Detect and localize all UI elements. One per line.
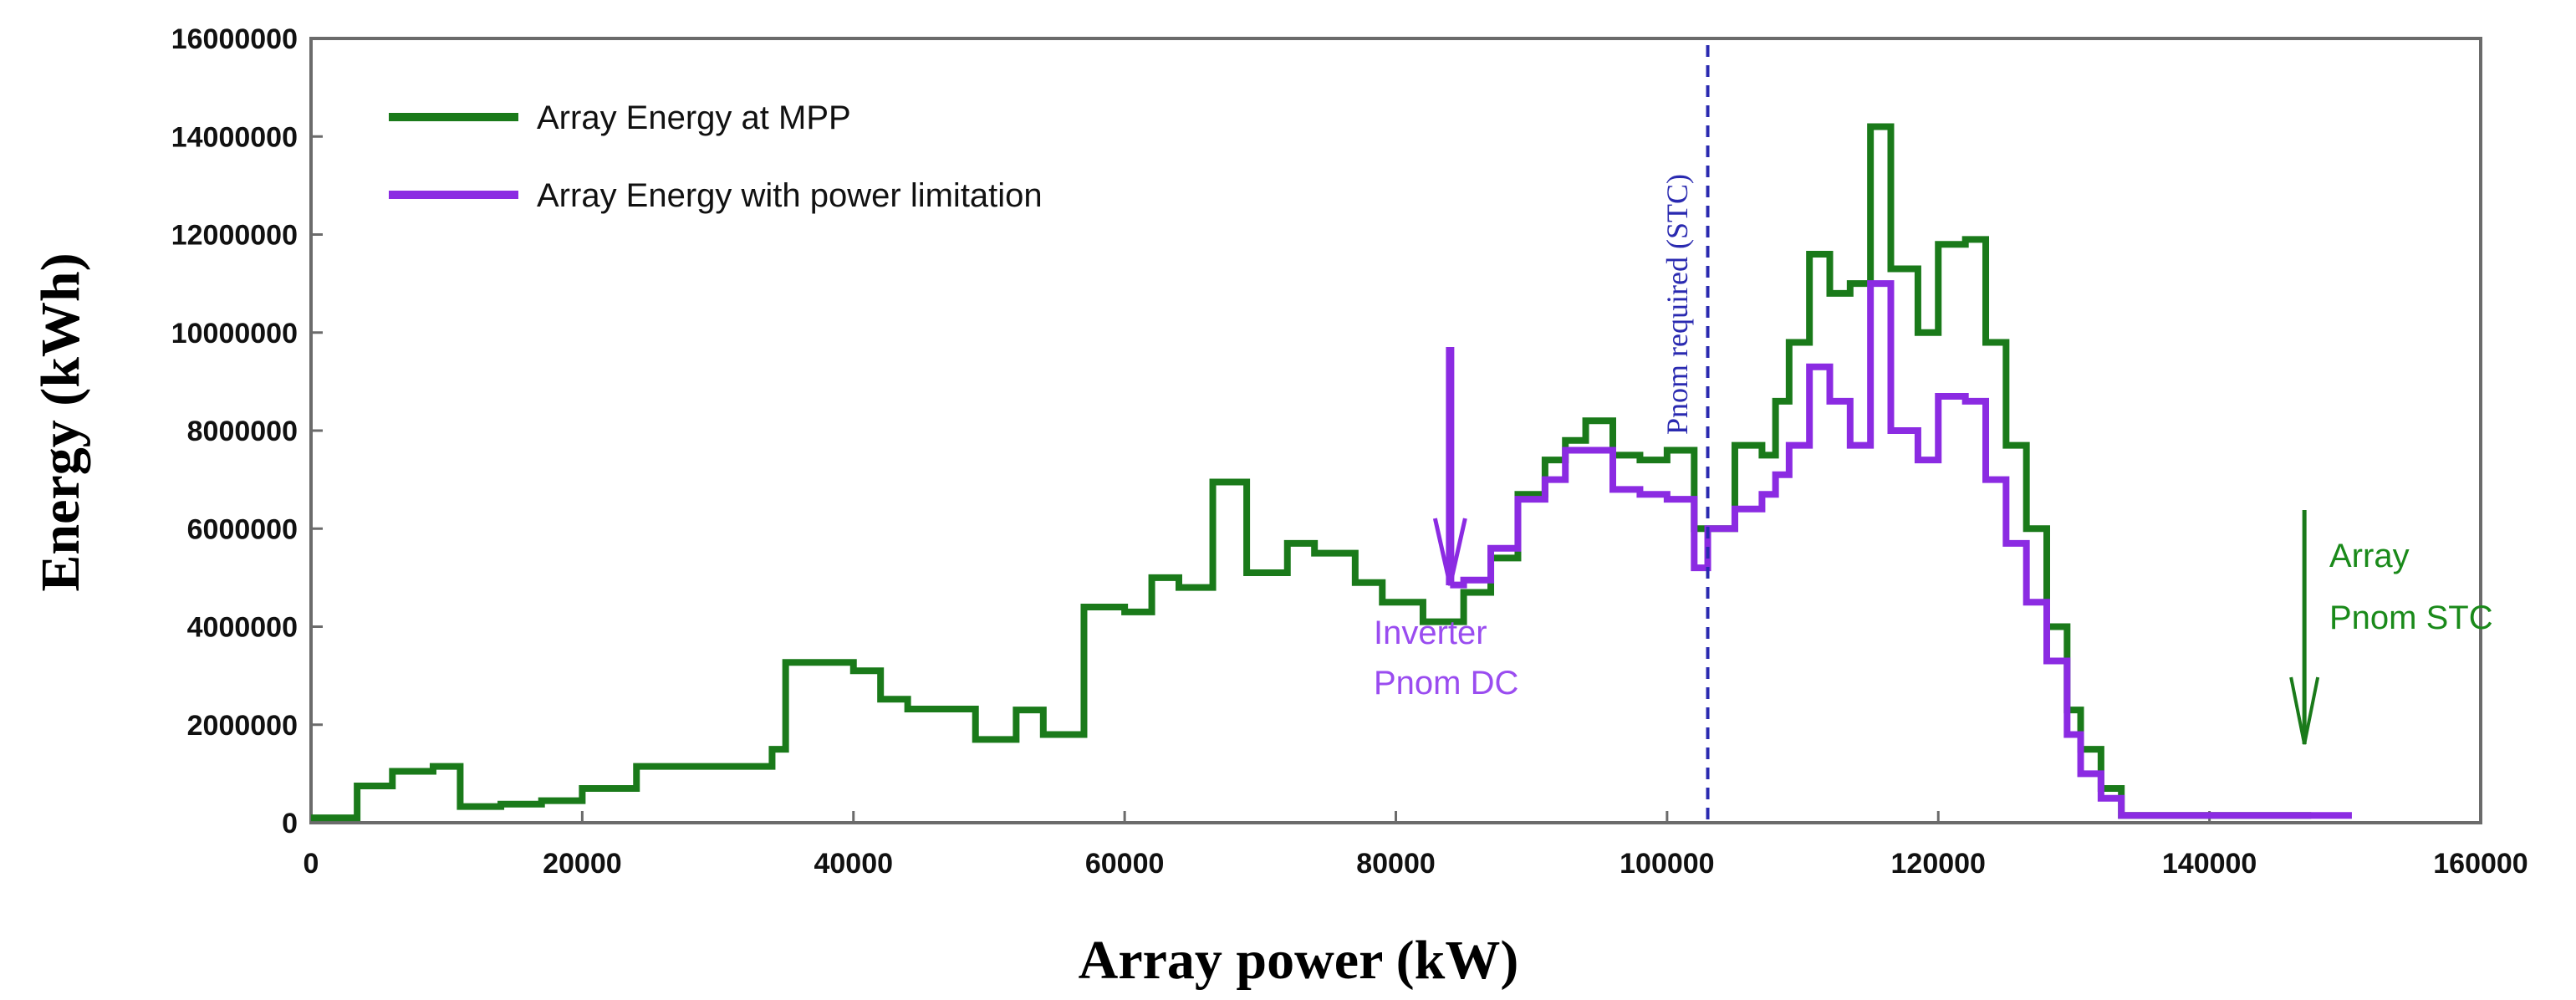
- y-tick-label: 10000000: [171, 318, 298, 349]
- y-tick-label: 8000000: [187, 416, 298, 447]
- pnom-required-label: Pnom required (STC): [1660, 174, 1694, 435]
- inverter-pnom-label-line1: Inverter: [1374, 615, 1487, 651]
- y-axis-title: Energy (kWh): [30, 253, 91, 591]
- x-tick-label: 120000: [1891, 848, 1986, 880]
- legend-label-mpp: Array Energy at MPP: [537, 99, 851, 136]
- inverter-pnom-label-line2: Pnom DC: [1374, 665, 1518, 702]
- y-tick-label: 6000000: [187, 513, 298, 545]
- y-tick-label: 4000000: [187, 612, 298, 644]
- y-tick-label: 14000000: [171, 121, 298, 153]
- x-tick-label: 100000: [1620, 848, 1714, 880]
- array-pnom-arrowhead: [2289, 676, 2320, 745]
- y-tick-label: 2000000: [187, 710, 298, 742]
- x-tick-label: 60000: [1085, 848, 1165, 880]
- x-tick-label: 20000: [543, 848, 622, 880]
- x-tick-label: 160000: [2433, 848, 2528, 880]
- x-tick-label: 80000: [1356, 848, 1436, 880]
- plot-area: [309, 37, 2482, 824]
- y-tick-label: 16000000: [171, 23, 298, 55]
- series-line-array-energy-mpp: [311, 123, 2312, 822]
- y-tick-label: 12000000: [171, 220, 298, 252]
- array-pnom-label-line2: Pnom STC: [2329, 599, 2493, 636]
- inverter-pnom-arrowhead: [1432, 518, 1467, 586]
- x-tick-label: 140000: [2162, 848, 2257, 880]
- x-tick-label: 0: [304, 848, 319, 880]
- array-pnom-label-line1: Array: [2329, 538, 2410, 574]
- x-tick-label: 40000: [814, 848, 893, 880]
- x-axis-title: Array power (kW): [1079, 930, 1519, 991]
- legend: Array Energy at MPP Array Energy with po…: [389, 99, 1043, 214]
- series-line-array-energy-limited: [1450, 280, 2352, 819]
- y-tick-label: 0: [282, 808, 298, 839]
- legend-label-limited: Array Energy with power limitation: [537, 177, 1043, 214]
